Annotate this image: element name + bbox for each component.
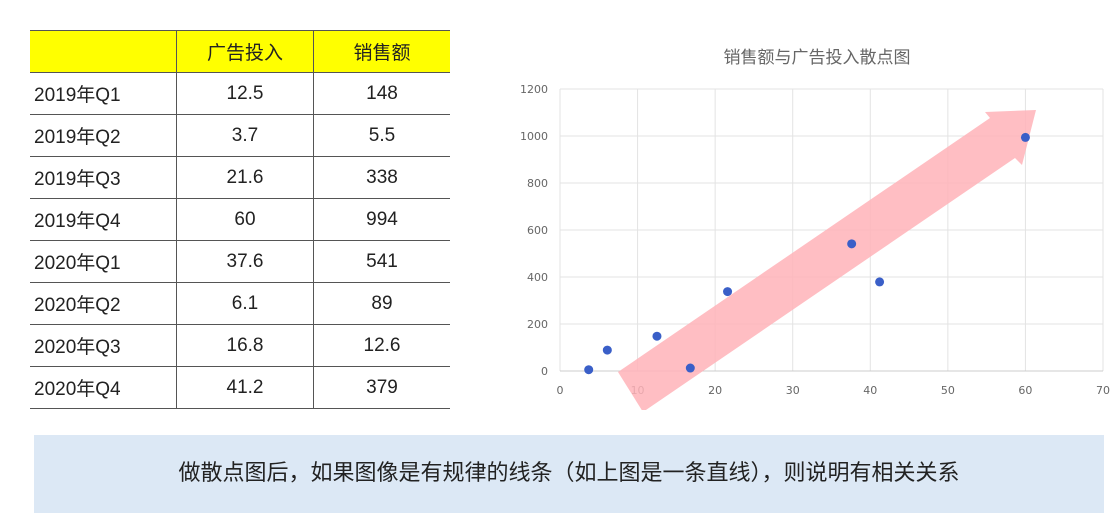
x-tick-label: 70 [1096,384,1110,397]
table-row: 2019年Q4 60 994 [30,198,450,241]
note-banner: 做散点图后，如果图像是有规律的线条（如上图是一条直线），则说明有相关关系 [34,435,1104,513]
y-tick-label: 1000 [520,130,548,143]
chart-title: 销售额与广告投入散点图 [724,48,911,68]
column-header: 广告投入 [176,30,314,73]
table-cell: 12.5 [176,72,314,115]
table-row: 2019年Q1 12.5 148 [30,72,450,115]
table-cell: 6.1 [176,282,314,325]
data-point [652,331,662,341]
table-cell: 379 [313,366,450,409]
table-row: 2019年Q2 3.7 5.5 [30,114,450,157]
table-cell: 148 [313,72,450,115]
table-cell: 16.8 [176,324,314,367]
table-cell: 21.6 [176,156,314,199]
table-cell: 994 [313,198,450,241]
table-cell: 2019年Q1 [30,72,177,115]
data-point [584,365,594,375]
data-point [723,287,733,297]
table-cell: 41.2 [176,366,314,409]
table-cell: 338 [313,156,450,199]
column-header [30,30,177,73]
x-tick-label: 30 [786,384,800,397]
trend-arrow [618,110,1036,410]
x-tick-label: 40 [863,384,877,397]
y-tick-label: 200 [527,318,548,331]
data-point [875,277,885,287]
table-row: 2020年Q3 16.8 12.6 [30,324,450,367]
table-cell: 541 [313,240,450,283]
x-tick-label: 0 [557,384,564,397]
scatter-chart: 销售额与广告投入散点图 0102030405060700200400600800… [520,48,1110,410]
table-cell: 2020年Q1 [30,240,177,283]
data-point [602,345,612,355]
table-cell: 2020年Q3 [30,324,177,367]
x-tick-label: 20 [708,384,722,397]
table-cell: 5.5 [313,114,450,157]
y-tick-label: 1200 [520,83,548,96]
table-cell: 89 [313,282,450,325]
column-header: 销售额 [313,30,450,73]
table-cell: 2020年Q2 [30,282,177,325]
data-table: 广告投入 销售额 2019年Q1 12.5 148 2019年Q2 3.7 5.5 2019年… [30,30,450,409]
data-point [847,239,857,249]
table-row: 2019年Q3 21.6 338 [30,156,450,199]
table-cell: 60 [176,198,314,241]
table-row: 2020年Q2 6.1 89 [30,282,450,325]
table-cell: 12.6 [313,324,450,367]
table-row: 2020年Q1 37.6 541 [30,240,450,283]
table-cell: 37.6 [176,240,314,283]
table-cell: 2020年Q4 [30,366,177,409]
data-point [685,363,695,373]
table-cell: 3.7 [176,114,314,157]
table-cell: 2019年Q2 [30,114,177,157]
y-tick-label: 400 [527,271,548,284]
table-cell: 2019年Q3 [30,156,177,199]
table-row: 2020年Q4 41.2 379 [30,366,450,409]
table-cell: 2019年Q4 [30,198,177,241]
x-tick-label: 50 [941,384,955,397]
y-tick-label: 600 [527,224,548,237]
x-tick-label: 60 [1018,384,1032,397]
y-tick-label: 0 [541,365,548,378]
y-tick-label: 800 [527,177,548,190]
data-point [1020,132,1030,142]
